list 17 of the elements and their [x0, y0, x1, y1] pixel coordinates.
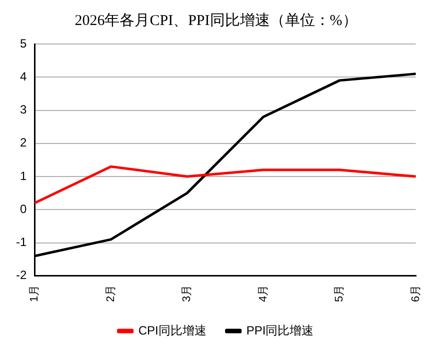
x-tick-label: 5月: [334, 284, 346, 302]
y-tick-label: 1: [20, 168, 27, 183]
y-tick-label: 2: [20, 136, 27, 150]
y-tick-label: 0: [20, 202, 27, 216]
y-tick-label: 3: [20, 102, 27, 117]
chart-title: 2026年各月CPI、PPI同比增速（单位：%）: [74, 12, 358, 29]
x-tick-label: 2月: [104, 284, 117, 302]
x-tick-label: 6月: [410, 284, 422, 302]
x-tick-label: 1月: [28, 284, 41, 302]
y-tick-label: -2: [16, 268, 27, 282]
y-tick-label: 5: [20, 36, 27, 50]
legend-label: PPI同比增速: [246, 323, 314, 338]
y-tick-label: 4: [20, 69, 27, 84]
y-tick-label: -1: [16, 235, 27, 250]
legend-label: CPI同比增速: [138, 323, 206, 338]
x-tick-label: 4月: [257, 284, 270, 302]
x-tick-label: 3月: [181, 284, 194, 302]
